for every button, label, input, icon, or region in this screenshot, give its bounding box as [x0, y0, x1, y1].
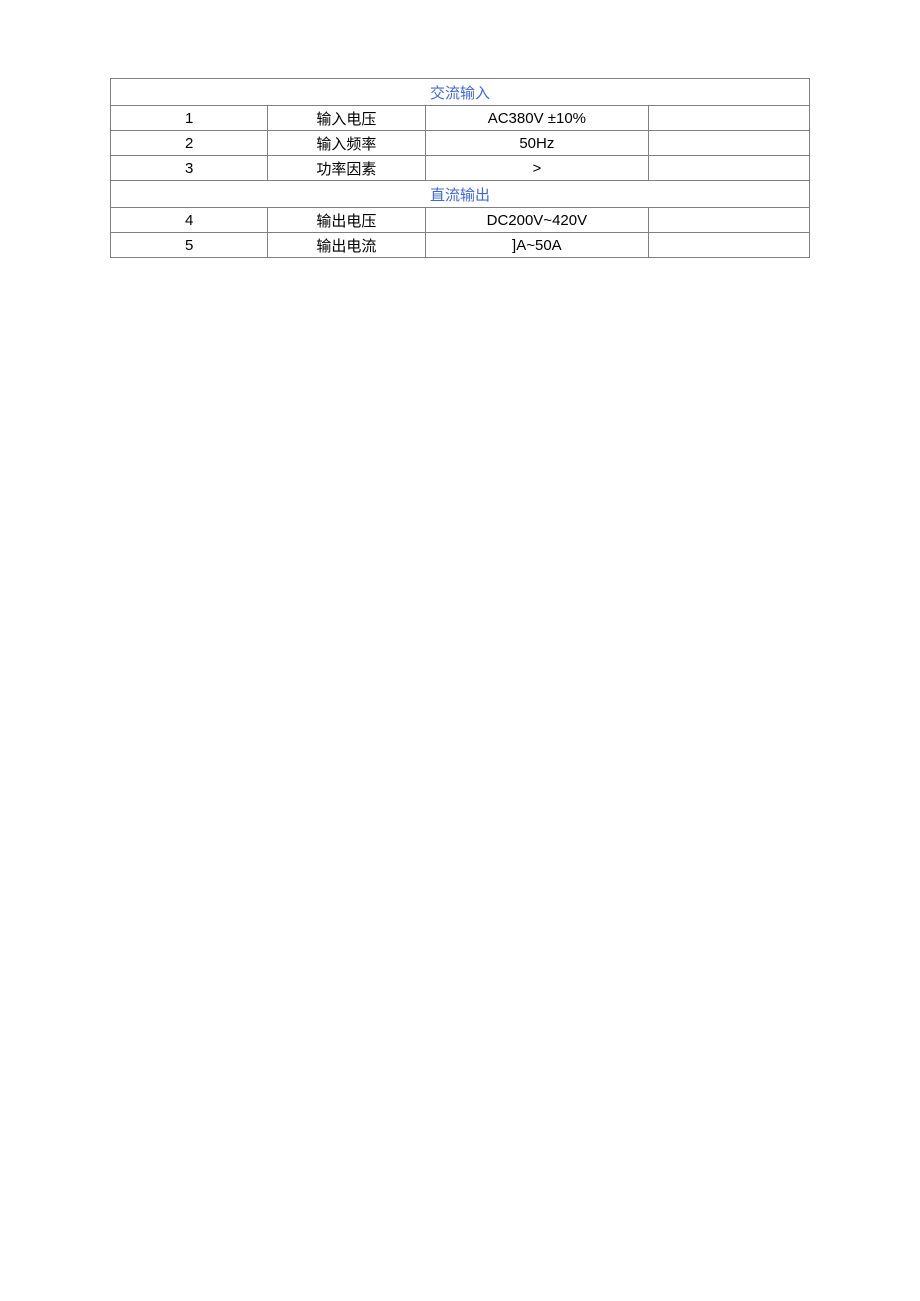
table-row: 2 输入频率 50Hz	[111, 131, 810, 156]
row-extra	[649, 131, 810, 156]
row-value: >	[425, 156, 649, 181]
row-number: 1	[111, 106, 268, 131]
row-label: 输出电流	[268, 233, 425, 258]
row-label: 输出电压	[268, 208, 425, 233]
spec-table: 交流输入 1 输入电压 AC380V ±10% 2 输入频率 50Hz 3 功率…	[110, 78, 810, 258]
table-row: 1 输入电压 AC380V ±10%	[111, 106, 810, 131]
row-value: 50Hz	[425, 131, 649, 156]
section-header: 直流输出	[111, 181, 810, 208]
table-row: 3 功率因素 >	[111, 156, 810, 181]
table-row: 5 输出电流 ]A~50A	[111, 233, 810, 258]
row-extra	[649, 156, 810, 181]
section-header: 交流输入	[111, 79, 810, 106]
row-extra	[649, 106, 810, 131]
section-header-row: 直流输出	[111, 181, 810, 208]
row-extra	[649, 233, 810, 258]
row-number: 5	[111, 233, 268, 258]
table-row: 4 输出电压 DC200V~420V	[111, 208, 810, 233]
row-value: DC200V~420V	[425, 208, 649, 233]
section-header-row: 交流输入	[111, 79, 810, 106]
row-label: 功率因素	[268, 156, 425, 181]
row-label: 输入电压	[268, 106, 425, 131]
row-number: 3	[111, 156, 268, 181]
row-number: 4	[111, 208, 268, 233]
row-number: 2	[111, 131, 268, 156]
row-value: AC380V ±10%	[425, 106, 649, 131]
row-value: ]A~50A	[425, 233, 649, 258]
row-extra	[649, 208, 810, 233]
row-label: 输入频率	[268, 131, 425, 156]
